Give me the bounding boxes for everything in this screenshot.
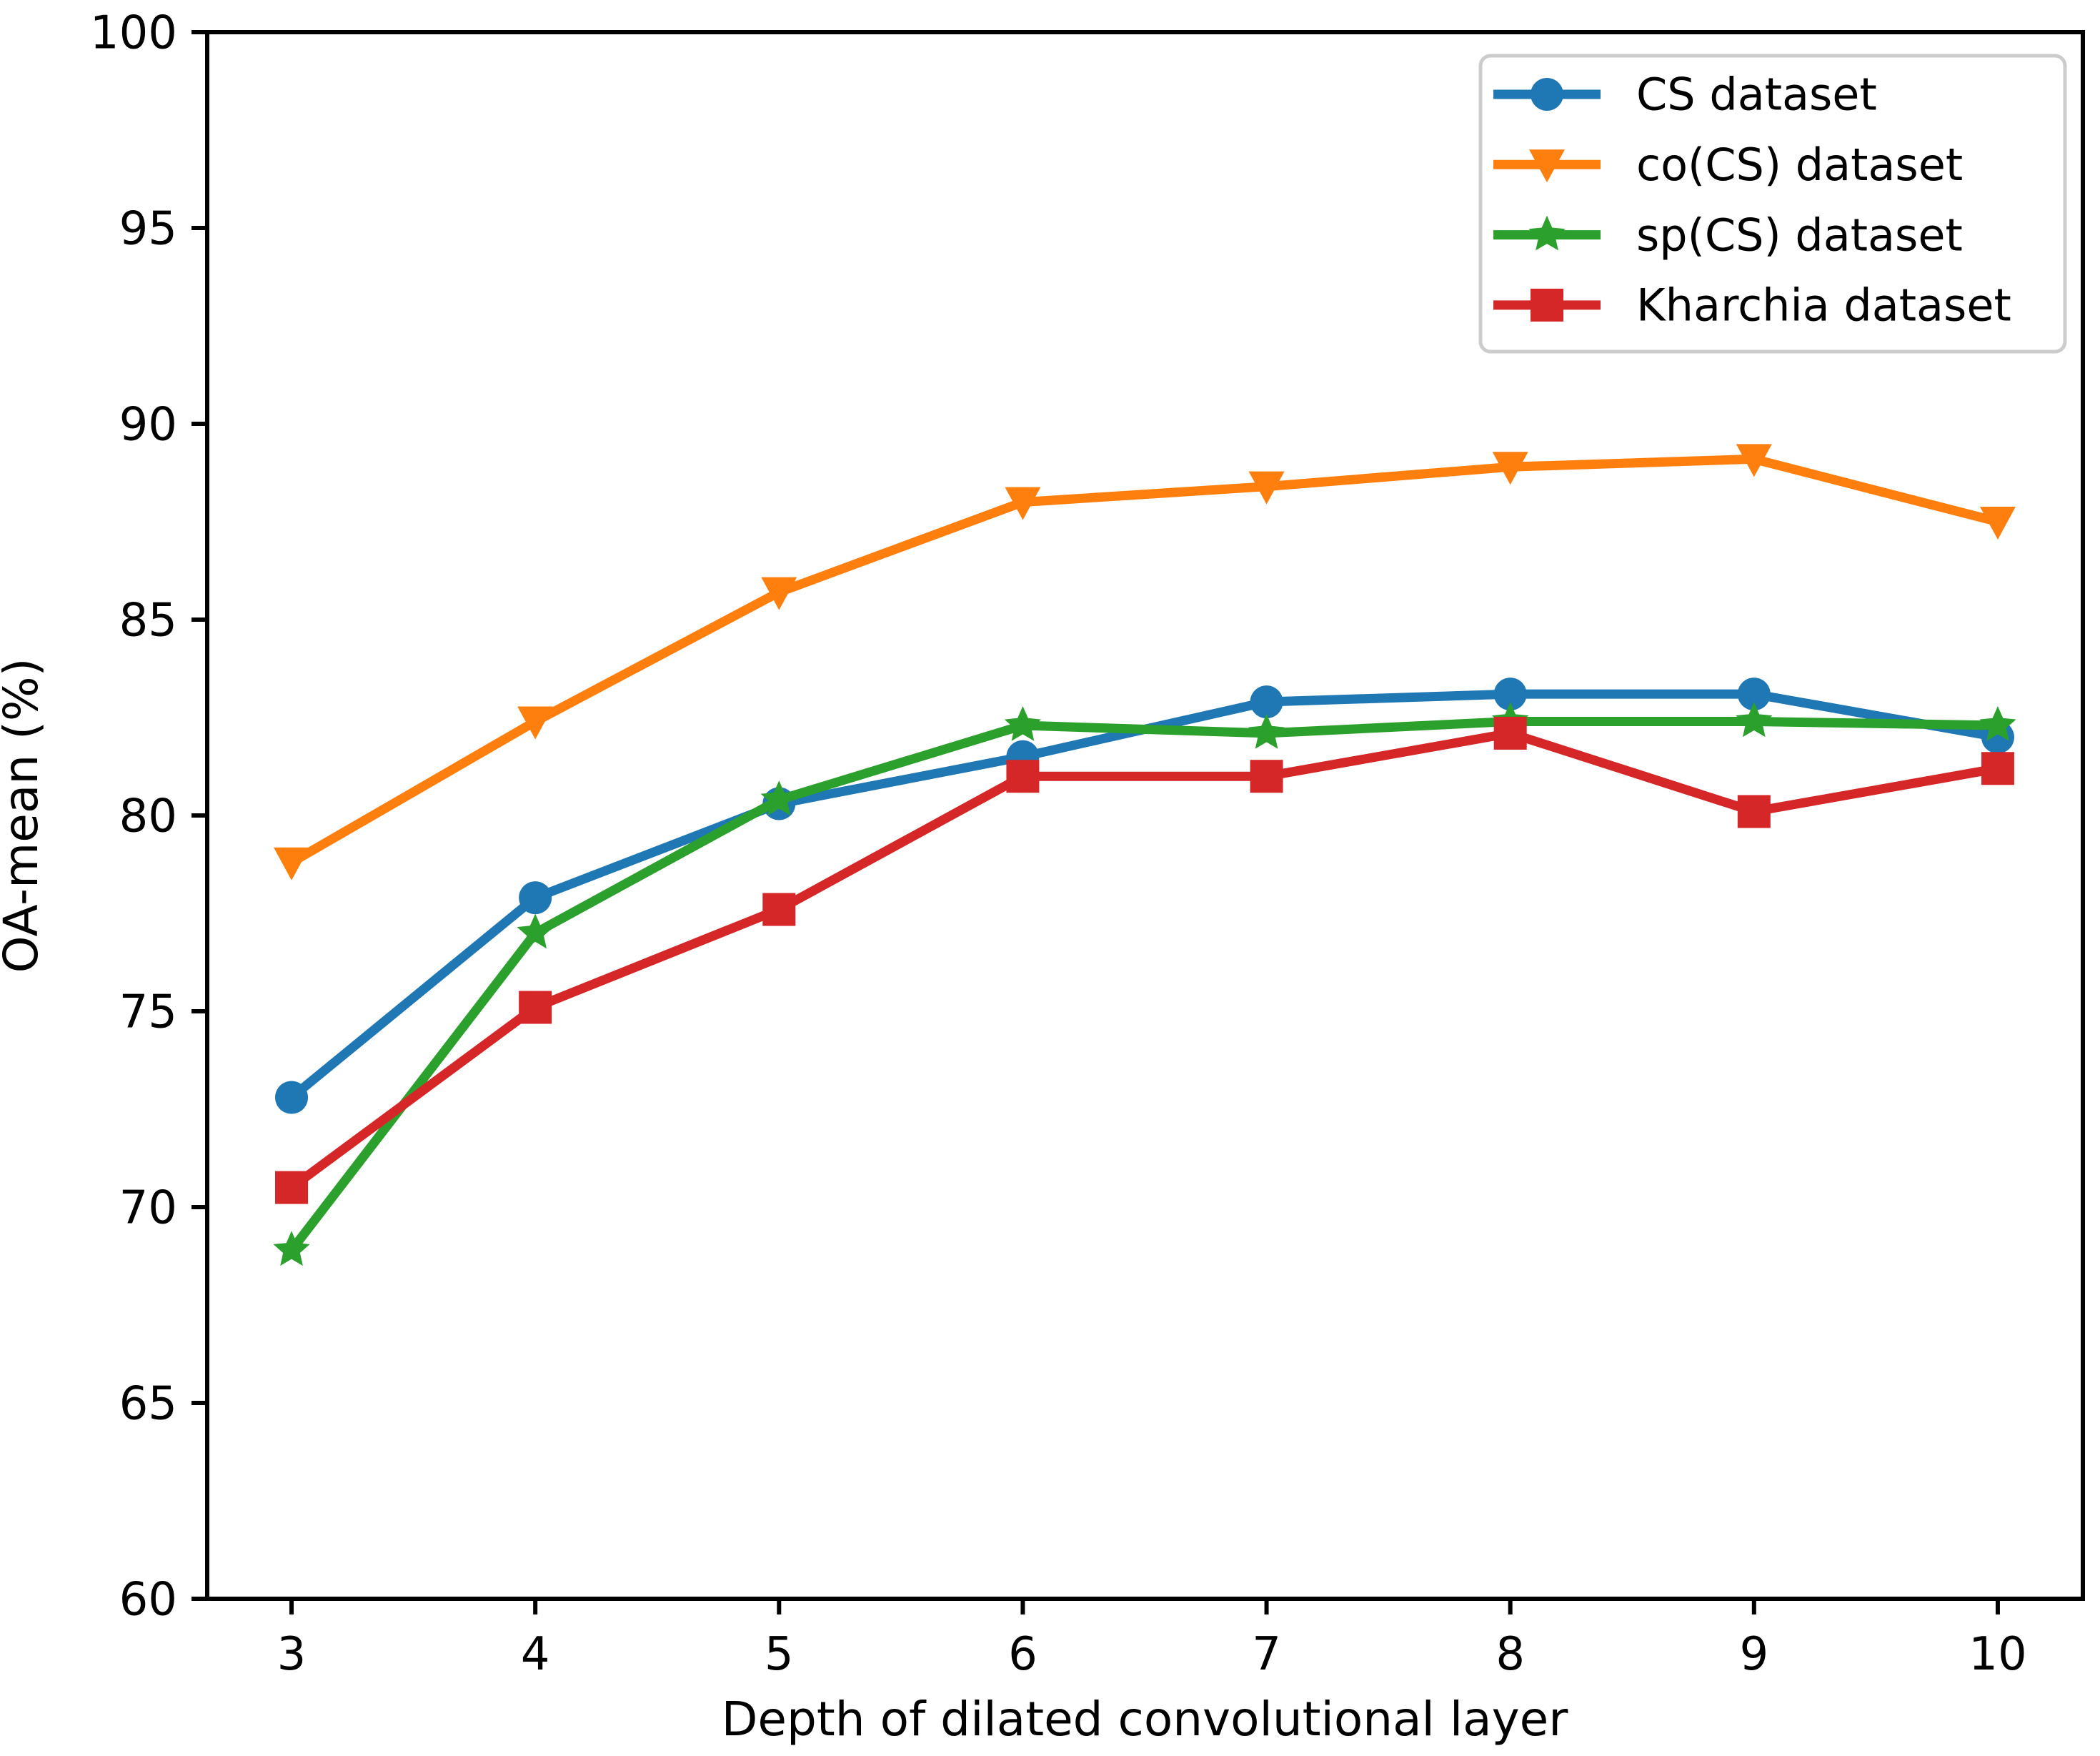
y-tick-label: 65 <box>119 1377 177 1430</box>
star-marker-sp-cs-dataset <box>517 913 554 949</box>
triangle-down-marker-co-cs-dataset <box>1492 452 1528 485</box>
circle-marker-cs-dataset <box>1493 678 1527 711</box>
y-tick-label: 95 <box>119 202 177 255</box>
legend-item: Kharchia dataset <box>1493 279 2011 332</box>
series-line-kharchia-dataset <box>287 728 2003 1193</box>
x-tick-label: 10 <box>1969 1628 2026 1681</box>
square-marker-kharchia-dataset <box>1250 760 1283 793</box>
star-marker-sp-cs-dataset <box>760 780 797 815</box>
square-marker-kharchia-dataset <box>1737 795 1771 828</box>
x-tick-label: 7 <box>1252 1628 1281 1681</box>
triangle-down-marker-co-cs-dataset <box>1736 444 1772 477</box>
star-marker-sp-cs-dataset <box>1979 706 2016 741</box>
y-tick-label: 85 <box>119 594 177 647</box>
square-marker-kharchia-dataset <box>519 991 552 1024</box>
star-icon <box>1528 215 1566 251</box>
legend-item: sp(CS) dataset <box>1493 209 1963 261</box>
triangle-down-marker-co-cs-dataset <box>1979 507 2016 540</box>
circle-marker-cs-dataset <box>519 881 552 915</box>
x-tick-label: 8 <box>1496 1628 1525 1681</box>
legend-item: co(CS) dataset <box>1493 139 1963 191</box>
series-line-sp-cs-dataset <box>287 717 2003 1255</box>
square-marker-kharchia-dataset <box>1006 760 1040 793</box>
circle-marker-cs-dataset <box>275 1081 309 1114</box>
square-icon <box>1531 288 1563 322</box>
star-marker-sp-cs-dataset <box>1248 713 1285 749</box>
x-tick-label: 4 <box>521 1628 550 1681</box>
circle-icon <box>1531 78 1563 111</box>
legend-item-label: CS dataset <box>1636 69 1877 121</box>
x-tick-label: 3 <box>277 1628 307 1681</box>
series-group <box>273 444 2016 1266</box>
axis-tick-labels: 60 65 70 75 80 85 90 95 100 3 4 5 6 7 8 9 10 <box>90 6 2027 1681</box>
square-marker-kharchia-dataset <box>1493 716 1527 750</box>
y-tick-label: 90 <box>119 398 177 451</box>
square-marker-kharchia-dataset <box>762 893 796 926</box>
triangle-down-marker-co-cs-dataset <box>1248 471 1285 505</box>
triangle-down-marker-co-cs-dataset <box>761 577 797 610</box>
legend-item-label: sp(CS) dataset <box>1636 209 1963 261</box>
triangle-down-marker-co-cs-dataset <box>517 706 554 740</box>
x-tick-label: 5 <box>765 1628 794 1681</box>
star-marker-sp-cs-dataset <box>273 1231 310 1266</box>
x-tick-label: 9 <box>1739 1628 1768 1681</box>
y-axis-label: OA-mean (%) <box>0 658 49 973</box>
legend: CS dataset co(CS) dataset sp(CS) dataset Kh… <box>1478 54 2067 354</box>
circle-marker-cs-dataset <box>1250 685 1283 719</box>
x-axis-label: Depth of dilated convolutional layer <box>722 1692 1569 1747</box>
series-line-co-cs-dataset <box>287 454 2003 868</box>
triangle-down-marker-co-cs-dataset <box>274 847 310 881</box>
y-tick-label: 80 <box>119 790 177 843</box>
y-tick-label: 100 <box>90 6 177 59</box>
axis-ticks <box>191 30 2000 1614</box>
legend-box <box>1478 54 2067 354</box>
legend-item-label: Kharchia dataset <box>1636 279 2011 332</box>
triangle-down-icon <box>1529 149 1565 183</box>
y-tick-label: 70 <box>119 1181 177 1234</box>
x-tick-label: 6 <box>1008 1628 1037 1681</box>
square-marker-kharchia-dataset <box>1981 752 2014 785</box>
legend-item-label: co(CS) dataset <box>1636 139 1963 191</box>
legend-item: CS dataset <box>1493 69 1877 121</box>
square-marker-kharchia-dataset <box>275 1171 309 1204</box>
y-tick-label: 60 <box>119 1573 177 1626</box>
triangle-down-marker-co-cs-dataset <box>1005 487 1041 520</box>
y-tick-label: 75 <box>119 986 177 1038</box>
star-marker-sp-cs-dataset <box>1004 706 1042 741</box>
circle-marker-cs-dataset <box>1737 678 1771 711</box>
star-marker-sp-cs-dataset <box>1736 702 1773 738</box>
